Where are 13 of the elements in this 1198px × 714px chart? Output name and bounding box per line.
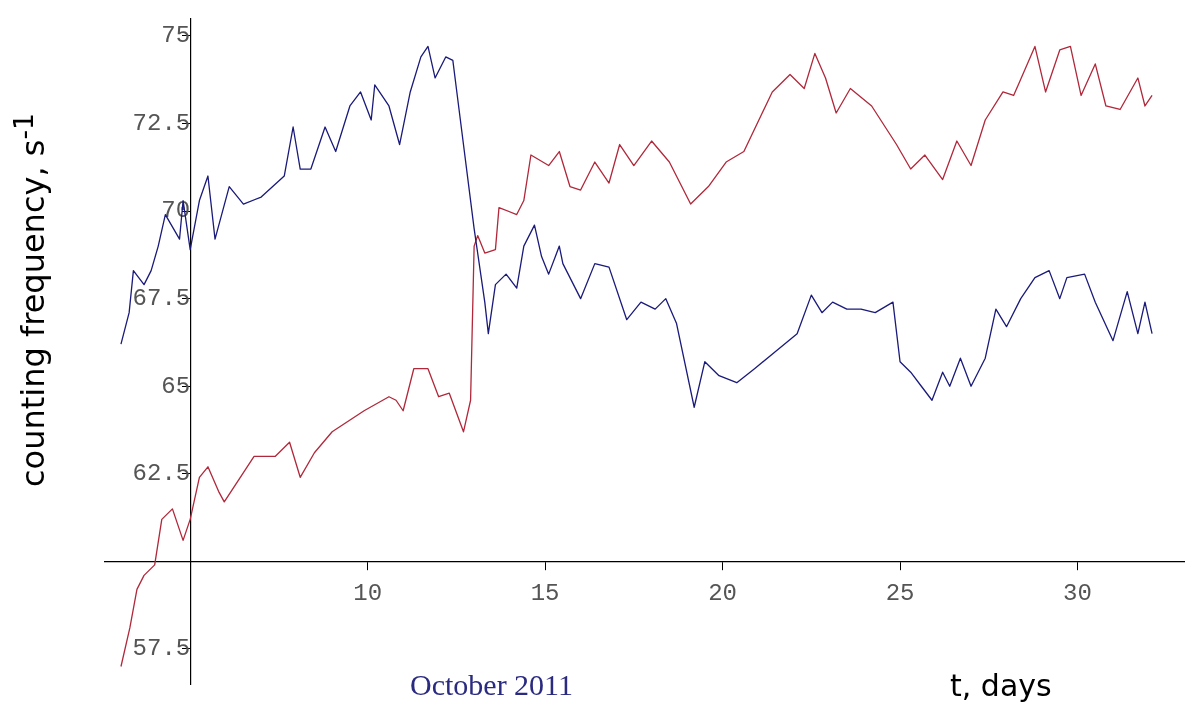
x-tick-label: 20 <box>708 580 737 608</box>
y-tick-label: 67.5 <box>132 285 191 313</box>
x-tick-label: 15 <box>530 580 560 608</box>
y-tick-label: 75 <box>161 22 191 50</box>
y-tick-label: 62.5 <box>132 460 191 488</box>
y-tick-label: 65 <box>161 372 191 400</box>
annotation: October 2011 <box>410 668 574 702</box>
x-tick-label: 10 <box>353 580 383 608</box>
y-tick-label: 57.5 <box>132 635 191 663</box>
x-tick-label: 25 <box>885 580 915 608</box>
x-tick-label: 30 <box>1063 580 1092 608</box>
x-axis-title: t, days <box>950 668 1052 703</box>
y-tick-label: 72.5 <box>132 109 191 137</box>
